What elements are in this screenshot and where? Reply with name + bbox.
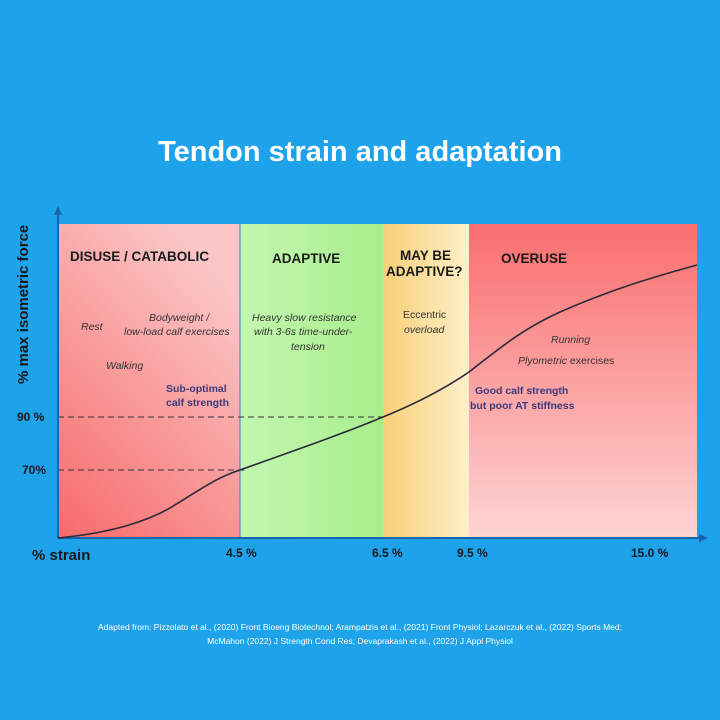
note-eccentric-2: overload bbox=[404, 324, 445, 336]
y-axis-arrow-icon bbox=[54, 206, 62, 215]
x-axis-label: % strain bbox=[32, 547, 90, 564]
x-tick-9-5: 9.5 % bbox=[457, 546, 488, 560]
footer-line-2: McMahon (2022) J Strength Cond Res; Deva… bbox=[207, 636, 513, 646]
note-walking: Walking bbox=[106, 360, 143, 372]
note-rest: Rest bbox=[81, 321, 104, 333]
x-tick-15: 15.0 % bbox=[631, 546, 669, 560]
note-bodyweight-2: low-load calf exercises bbox=[124, 326, 230, 338]
note-hsr: Heavy slow resistance bbox=[252, 312, 357, 324]
note-good-calf-2: but poor AT stiffness bbox=[470, 400, 575, 412]
y-axis-label: % max isometric force bbox=[15, 225, 32, 384]
page-title: Tendon strain and adaptation bbox=[158, 136, 562, 168]
zone-label-overuse: OVERUSE bbox=[501, 251, 567, 266]
note-hsr-3: tension bbox=[291, 341, 325, 353]
zone-label-may-be: MAY BE bbox=[400, 248, 451, 263]
strain-curve bbox=[57, 264, 698, 539]
note-running: Running bbox=[551, 334, 590, 346]
y-tick-90: 90 % bbox=[17, 410, 45, 424]
note-plyometric-italic: Plyometric bbox=[518, 355, 568, 367]
note-eccentric: Eccentric bbox=[403, 309, 446, 321]
note-plyometric: Plyometric exercises bbox=[518, 355, 614, 367]
x-axis-arrow-icon bbox=[699, 534, 708, 542]
references-footer: Adapted from: Pizzolato et al., (2020) F… bbox=[30, 620, 690, 648]
footer-line-1: Adapted from: Pizzolato et al., (2020) F… bbox=[98, 622, 622, 632]
note-suboptimal: Sub-optimal bbox=[166, 383, 227, 395]
zone-label-adaptive: ADAPTIVE bbox=[272, 251, 340, 266]
note-good-calf: Good calf strength bbox=[475, 385, 568, 397]
note-plyometric-rest: exercises bbox=[567, 355, 614, 367]
zone-adaptive bbox=[240, 224, 383, 538]
zone-overuse bbox=[469, 224, 697, 538]
zone-disuse bbox=[58, 224, 240, 538]
note-suboptimal-2: calf strength bbox=[166, 397, 229, 409]
zone-label-disuse: DISUSE / CATABOLIC bbox=[70, 249, 209, 264]
x-tick-6-5: 6.5 % bbox=[372, 546, 403, 560]
y-tick-70: 70% bbox=[22, 463, 46, 477]
note-bodyweight: Bodyweight / bbox=[149, 312, 210, 324]
zone-label-adaptive-q: ADAPTIVE? bbox=[386, 264, 463, 279]
note-hsr-2: with 3-6s time-under- bbox=[254, 326, 353, 338]
x-tick-4-5: 4.5 % bbox=[226, 546, 257, 560]
